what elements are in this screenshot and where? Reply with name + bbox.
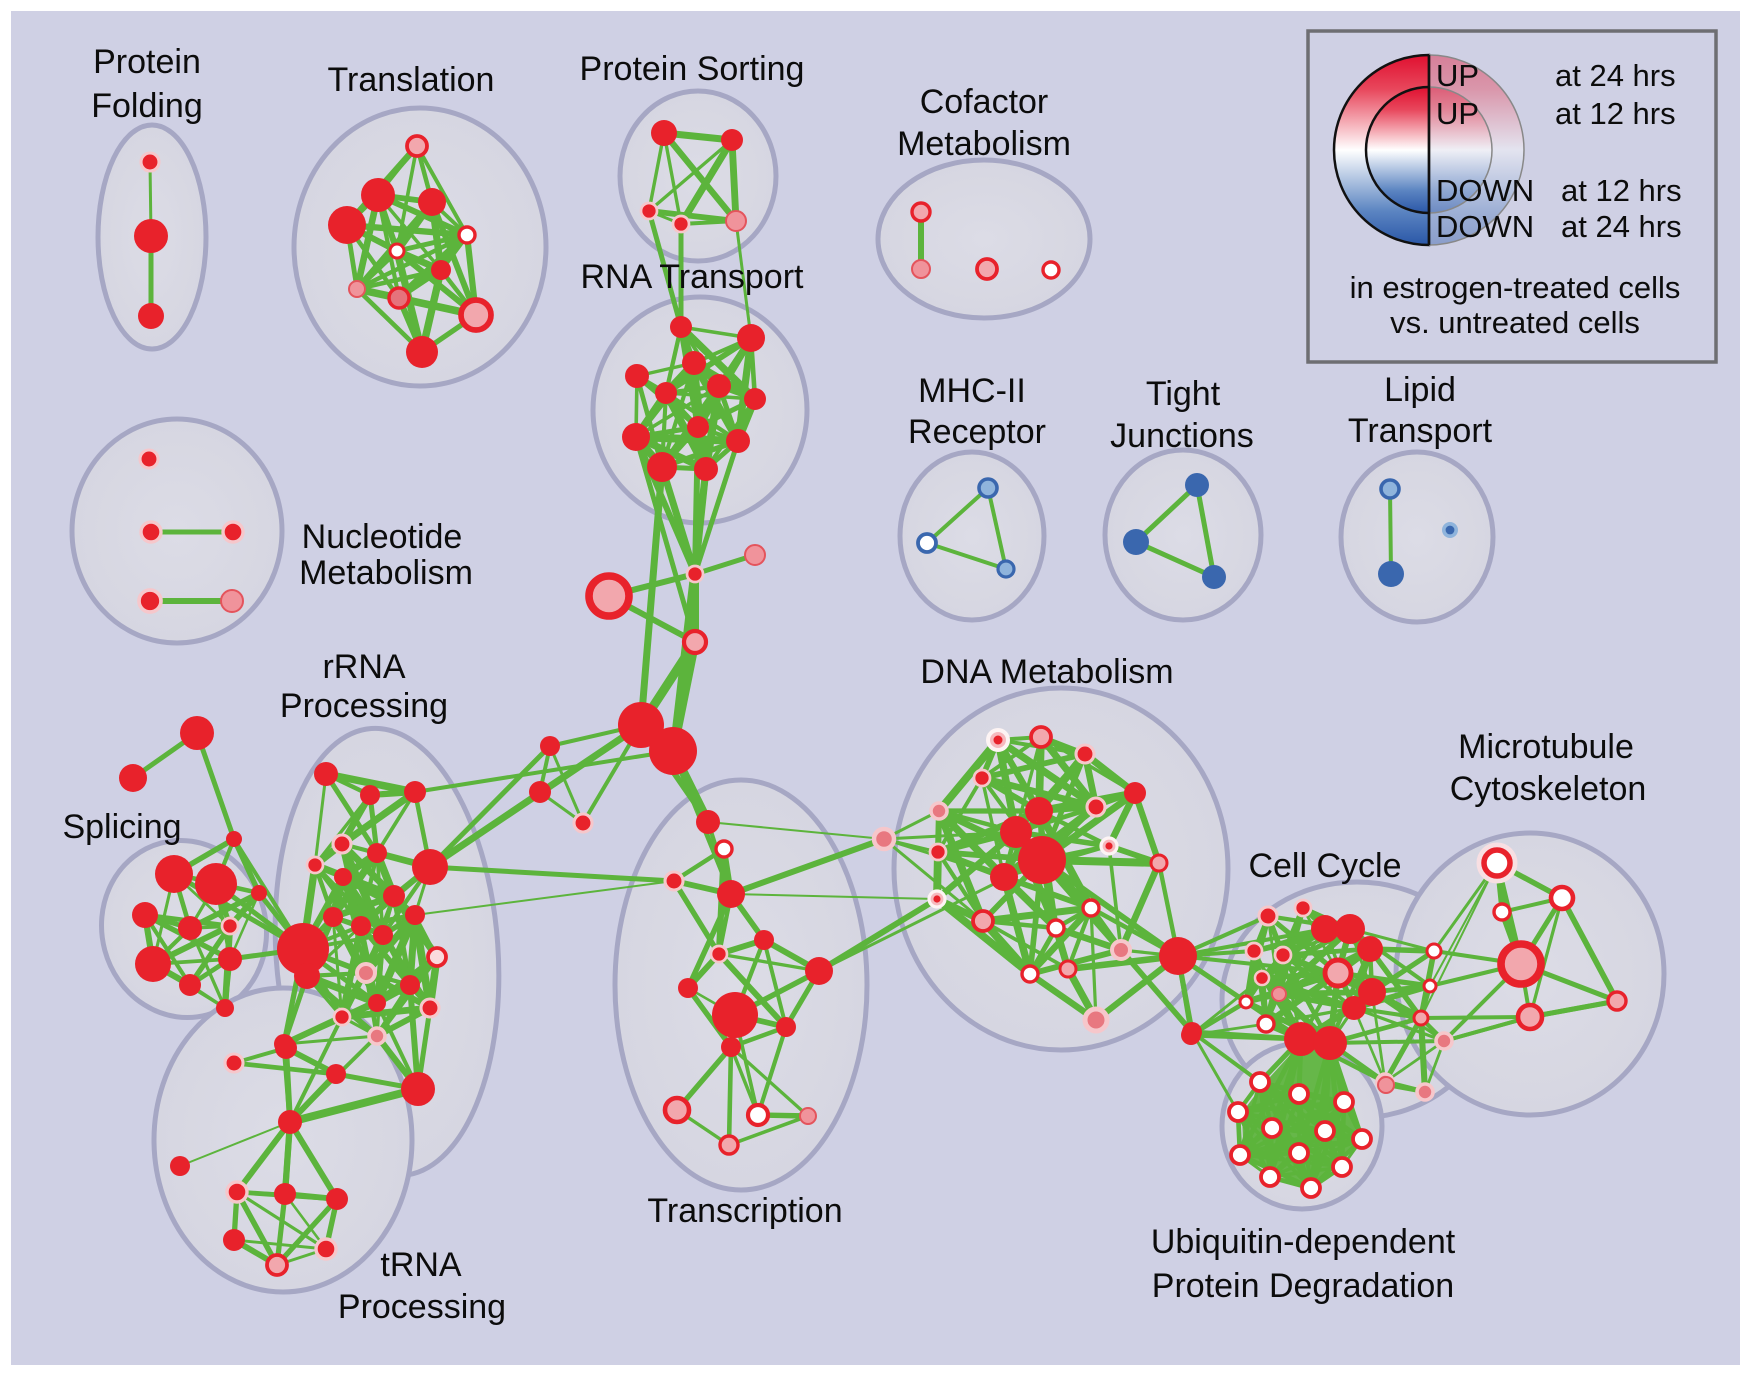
svg-text:Metabolism: Metabolism [897,125,1071,163]
svg-text:Protein Degradation: Protein Degradation [1152,1267,1454,1305]
svg-text:at 24 hrs: at 24 hrs [1561,209,1682,244]
svg-text:Transcription: Transcription [647,1192,842,1230]
svg-text:Protein: Protein [93,43,201,81]
svg-text:Folding: Folding [91,87,203,125]
svg-text:Splicing: Splicing [62,808,181,846]
svg-text:Cytoskeleton: Cytoskeleton [1450,770,1647,808]
svg-text:Ubiquitin-dependent: Ubiquitin-dependent [1151,1223,1456,1261]
svg-text:Protein Sorting: Protein Sorting [580,50,805,88]
svg-text:rRNA: rRNA [322,648,405,686]
svg-text:Lipid: Lipid [1384,371,1456,409]
svg-text:Transport: Transport [1348,412,1493,450]
svg-text:DOWN: DOWN [1436,173,1534,208]
svg-text:DNA Metabolism: DNA Metabolism [920,653,1173,691]
svg-text:at 24 hrs: at 24 hrs [1555,58,1676,93]
svg-text:Microtubule: Microtubule [1458,728,1634,766]
svg-text:at 12 hrs: at 12 hrs [1561,173,1682,208]
svg-text:vs. untreated cells: vs. untreated cells [1390,305,1640,340]
svg-text:Metabolism: Metabolism [299,554,473,592]
svg-text:in estrogen-treated cells: in estrogen-treated cells [1350,270,1681,305]
svg-text:Receptor: Receptor [908,413,1046,451]
svg-text:Nucleotide: Nucleotide [302,518,463,556]
svg-text:Translation: Translation [328,61,495,99]
svg-text:Junctions: Junctions [1110,417,1254,455]
svg-text:Processing: Processing [280,687,448,725]
svg-text:at 12 hrs: at 12 hrs [1555,96,1676,131]
svg-text:Cofactor: Cofactor [920,83,1049,121]
svg-text:tRNA: tRNA [380,1246,462,1284]
svg-text:Cell Cycle: Cell Cycle [1248,847,1401,885]
svg-text:Tight: Tight [1146,375,1221,413]
svg-text:DOWN: DOWN [1436,209,1534,244]
svg-text:UP: UP [1436,96,1479,131]
svg-text:MHC-II: MHC-II [918,372,1026,410]
svg-text:RNA Transport: RNA Transport [581,258,805,296]
svg-text:UP: UP [1436,58,1479,93]
svg-text:Processing: Processing [338,1288,506,1326]
